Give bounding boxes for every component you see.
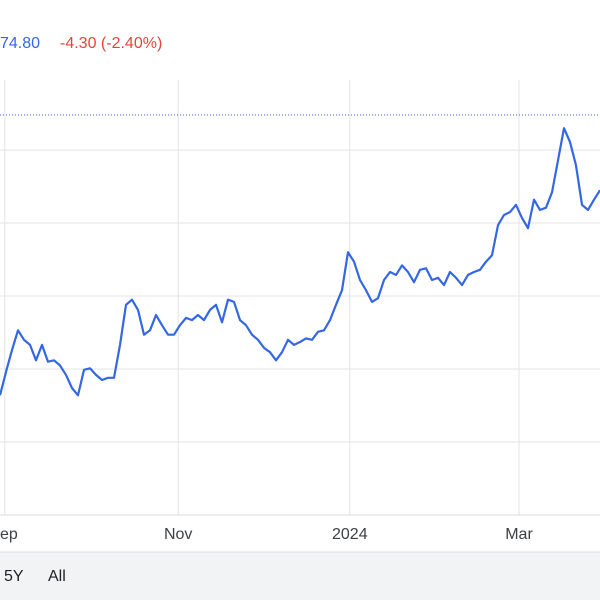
range-button-label[interactable]: 5Y xyxy=(4,568,24,585)
range-button-label[interactable]: All xyxy=(48,568,66,585)
x-tick-label: Nov xyxy=(164,526,192,543)
x-tick-label: ep xyxy=(0,526,18,543)
price-change: -4.30 (-2.40%) xyxy=(60,35,162,52)
price-line xyxy=(0,127,600,397)
price: 74.80 xyxy=(0,35,40,52)
x-tick-label: Mar xyxy=(505,526,533,543)
range-button[interactable]: All xyxy=(48,568,66,585)
range-bar xyxy=(0,552,600,600)
range-button[interactable]: 5Y xyxy=(4,568,24,585)
x-tick-label: 2024 xyxy=(332,526,368,543)
